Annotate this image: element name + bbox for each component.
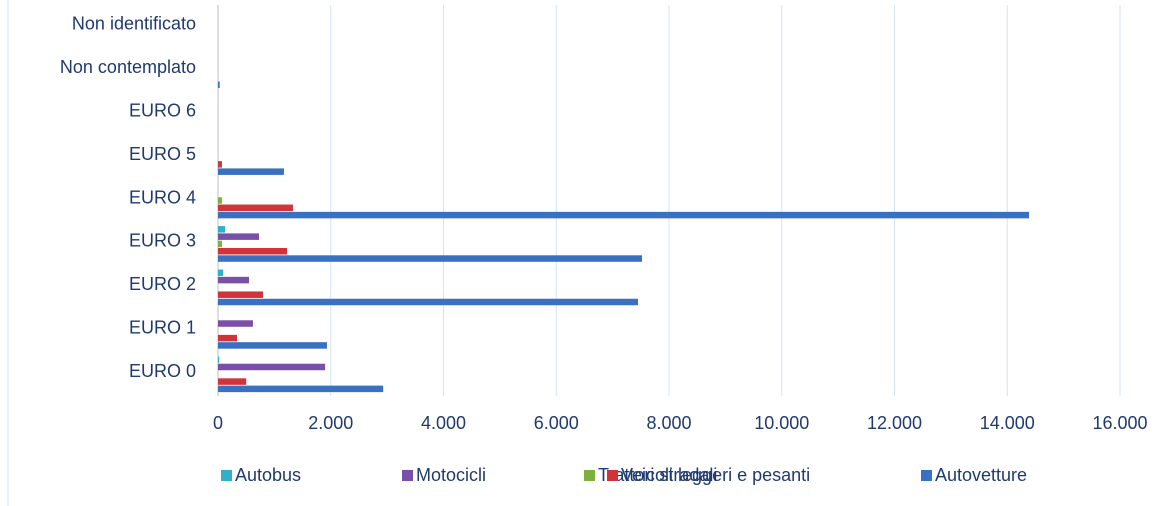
legend-label: Autobus	[235, 465, 301, 485]
y-tick-label: EURO 6	[129, 100, 196, 120]
x-tick-label: 2.000	[308, 413, 353, 433]
x-tick-label: 0	[213, 413, 223, 433]
x-tick-label: 10.000	[754, 413, 809, 433]
y-tick-label: EURO 4	[129, 187, 196, 207]
bar	[218, 197, 222, 204]
y-tick-label: EURO 5	[129, 144, 196, 164]
x-tick-label: 14.000	[980, 413, 1035, 433]
bar	[218, 276, 250, 284]
bar	[218, 204, 293, 212]
x-tick-label: 16.000	[1092, 413, 1147, 433]
bar	[218, 233, 259, 240]
bar	[218, 255, 642, 262]
bar	[218, 226, 226, 233]
legend-label: Autovetture	[935, 465, 1027, 485]
y-tick-label: EURO 1	[129, 318, 196, 338]
y-tick-label: EURO 2	[129, 274, 196, 294]
bar	[218, 269, 224, 277]
legend-swatch	[607, 470, 618, 481]
y-tick-label: Non contemplato	[60, 57, 196, 77]
bar	[218, 385, 384, 393]
legend-swatch	[402, 470, 413, 481]
x-tick-label: 6.000	[534, 413, 579, 433]
bar	[218, 363, 326, 371]
bar	[218, 356, 220, 363]
y-tick-label: Non identificato	[72, 13, 196, 33]
bar	[218, 168, 284, 175]
bar	[218, 211, 1030, 219]
bar	[218, 240, 222, 248]
x-tick-label: 8.000	[646, 413, 691, 433]
bar	[218, 298, 638, 306]
bar	[218, 247, 288, 255]
bar	[218, 320, 253, 327]
bar	[218, 334, 237, 342]
legend-swatch	[921, 470, 932, 481]
bar	[218, 378, 247, 385]
bar	[218, 81, 220, 89]
bar	[218, 161, 222, 168]
legend-label: Veicoli leggeri e pesanti	[621, 465, 810, 485]
y-tick-label: EURO 0	[129, 361, 196, 381]
x-tick-label: 12.000	[867, 413, 922, 433]
x-tick-label: 4.000	[421, 413, 466, 433]
bar	[218, 342, 327, 349]
legend-label: Motocicli	[416, 465, 486, 485]
legend-swatch	[584, 470, 595, 481]
bar	[218, 291, 263, 298]
legend-label: Trattori stradali	[598, 465, 717, 485]
y-tick-label: EURO 3	[129, 231, 196, 251]
legend-swatch	[221, 470, 232, 481]
